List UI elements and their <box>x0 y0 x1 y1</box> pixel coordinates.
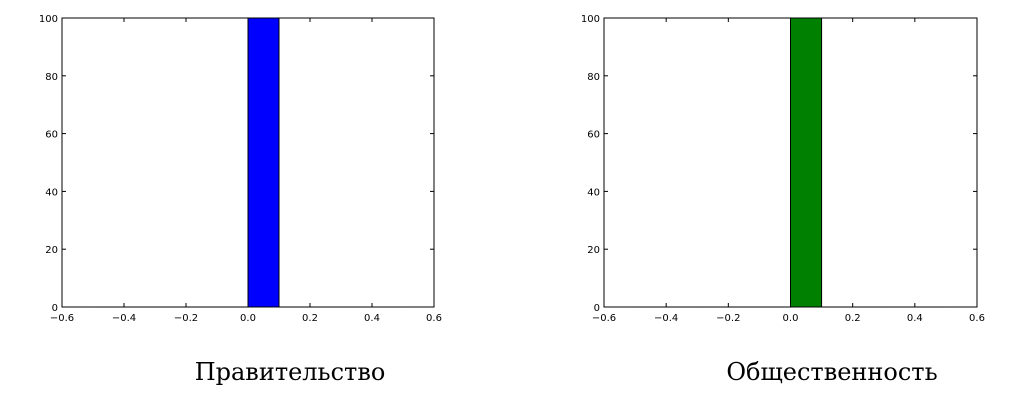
x-tick-label-left-6: 0.6 <box>426 313 442 324</box>
x-tick-label-right-6: 0.6 <box>969 313 985 324</box>
y-tick-label-left-1: 20 <box>45 245 58 256</box>
bar-right-5 <box>790 17 823 308</box>
x-tick-label-right-4: 0.2 <box>845 313 861 324</box>
x-tick-label-left-0: −0.6 <box>50 313 74 324</box>
y-tick-label-right-1: 20 <box>587 245 600 256</box>
x-tick-label-left-5: 0.4 <box>364 313 380 324</box>
x-tick-label-left-1: −0.4 <box>112 313 136 324</box>
y-tick-label-left-3: 60 <box>45 130 58 141</box>
y-tick-label-right-4: 80 <box>587 72 600 83</box>
y-tick-label-right-3: 60 <box>587 130 600 141</box>
x-tick-label-left-3: 0.0 <box>240 313 256 324</box>
x-tick-label-left-2: −0.2 <box>174 313 198 324</box>
x-tick-label-right-5: 0.4 <box>907 313 923 324</box>
y-tick-label-left-0: 0 <box>52 303 58 314</box>
y-tick-label-left-4: 80 <box>45 72 58 83</box>
histogram-panel-right: −0.6 −0.4 −0.2 0.0 0.2 0.4 0.6 0 20 40 60 80 100 <box>581 14 985 324</box>
bar-left-5 <box>247 17 280 308</box>
y-tick-label-right-0: 0 <box>594 303 600 314</box>
x-tick-label-right-2: −0.2 <box>716 313 740 324</box>
caption-left: Правительство <box>195 358 386 386</box>
x-tick-label-right-3: 0.0 <box>783 313 799 324</box>
x-tick-label-right-1: −0.4 <box>654 313 678 324</box>
histogram-panel-left: −0.6 −0.4 −0.2 0.0 0.2 0.4 0.6 0 20 40 60 80 100 <box>39 14 442 324</box>
y-tick-label-right-2: 40 <box>587 187 600 198</box>
caption-right: Общественность <box>726 358 937 386</box>
y-tick-label-left-2: 40 <box>45 187 58 198</box>
x-tick-label-left-4: 0.2 <box>302 313 318 324</box>
x-tick-label-right-0: −0.6 <box>592 313 616 324</box>
y-tick-label-left-5: 100 <box>39 14 58 25</box>
y-tick-label-right-5: 100 <box>581 14 600 25</box>
